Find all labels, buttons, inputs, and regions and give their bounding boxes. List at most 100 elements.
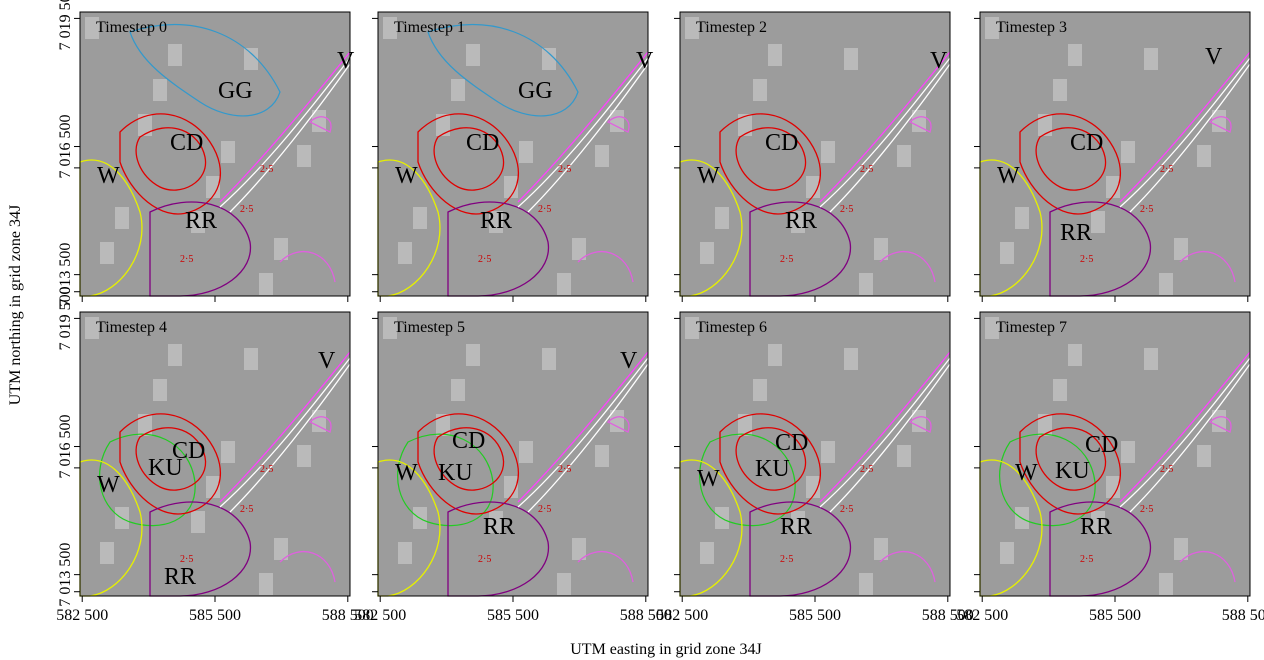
- terrain-patch: [610, 410, 624, 432]
- contour: [979, 159, 1043, 297]
- contour-label: 2·5: [180, 554, 193, 565]
- panel: Timestep 3 V CD W RR 2·5 2·5 2·5: [974, 11, 1251, 302]
- place-label: V: [636, 48, 654, 74]
- y-tick-label: 7 013 500: [57, 543, 74, 607]
- contour-label: 2·5: [538, 504, 551, 515]
- terrain-patch: [519, 441, 533, 463]
- terrain-patch: [985, 17, 999, 39]
- terrain-patch: [791, 211, 805, 233]
- x-tick-label: 582 500: [656, 607, 708, 624]
- x-tick-label: 582 500: [956, 607, 1008, 624]
- contour: [219, 351, 351, 503]
- place-label: V: [620, 348, 638, 374]
- x-tick-label: 588 500: [922, 607, 974, 624]
- panel-title: Timestep 5: [394, 319, 465, 336]
- contour: [1179, 116, 1236, 283]
- contour: [135, 127, 207, 191]
- terrain-patch: [221, 141, 235, 163]
- terrain-patch: [436, 414, 450, 436]
- contour: [1035, 127, 1107, 191]
- contour: [999, 433, 1096, 527]
- terrain-patch: [806, 176, 820, 198]
- terrain-patch: [413, 207, 427, 229]
- terrain-patch: [1000, 242, 1014, 264]
- contour: [1019, 113, 1121, 215]
- place-label: W: [997, 163, 1020, 189]
- terrain-patch: [85, 317, 99, 339]
- x-tick-label: 585 500: [487, 607, 539, 624]
- terrain-patch: [1174, 538, 1188, 560]
- terrain-patch: [221, 441, 235, 463]
- contour: [1049, 201, 1152, 297]
- contour: [679, 159, 743, 297]
- place-label: CD: [452, 428, 485, 454]
- contour: [517, 351, 649, 503]
- contour: [517, 57, 649, 213]
- terrain-patch: [685, 317, 699, 339]
- contour: [219, 57, 351, 213]
- panel: Timestep 1 GG V CD W RR 2·5 2·5 2·5: [372, 11, 654, 302]
- x-tick-label: 588 500: [1222, 607, 1264, 624]
- place-label: W: [97, 163, 120, 189]
- terrain-patch: [168, 44, 182, 66]
- terrain-patch: [1091, 211, 1105, 233]
- y-tick-label: 7 019 500: [57, 286, 74, 350]
- terrain-patch: [259, 573, 273, 595]
- terrain-patch: [85, 17, 99, 39]
- place-label: W: [395, 460, 418, 486]
- terrain-patch: [138, 414, 152, 436]
- contour-label: 2·5: [860, 164, 873, 175]
- terrain-patch: [398, 542, 412, 564]
- terrain-patch: [1197, 145, 1211, 167]
- contour: [749, 201, 852, 297]
- terrain-patch: [572, 238, 586, 260]
- x-axis-label: UTM easting in grid zone 34J: [570, 641, 762, 658]
- terrain-patch: [768, 44, 782, 66]
- terrain-patch: [572, 538, 586, 560]
- terrain-patch: [1000, 542, 1014, 564]
- terrain-patch: [297, 145, 311, 167]
- x-tick-label: 588 500: [322, 607, 374, 624]
- terrain-patch: [874, 238, 888, 260]
- y-axis-label: UTM northing in grid zone 34J: [7, 205, 24, 405]
- terrain-patch: [191, 511, 205, 533]
- contour: [447, 501, 550, 597]
- terrain-patch: [451, 79, 465, 101]
- terrain-patch: [451, 379, 465, 401]
- terrain-patch: [1106, 476, 1120, 498]
- contour: [879, 116, 936, 283]
- terrain-patch: [297, 445, 311, 467]
- contour-label: 2·5: [558, 464, 571, 475]
- terrain-patch: [700, 542, 714, 564]
- contour: [719, 413, 821, 515]
- contour-label: 2·5: [840, 504, 853, 515]
- contour: [577, 416, 634, 583]
- contour: [433, 427, 505, 491]
- contour-label: 2·5: [1140, 204, 1153, 215]
- terrain-patch: [274, 538, 288, 560]
- contour: [377, 159, 441, 297]
- y-tick-label: 7 019 500: [57, 0, 74, 50]
- place-label: GG: [518, 78, 553, 104]
- x-tick-label: 585 500: [189, 607, 241, 624]
- terrain-patch: [542, 48, 556, 70]
- y-tick-label: 7 016 500: [57, 415, 74, 479]
- contour: [879, 416, 936, 583]
- terrain-patch: [383, 17, 397, 39]
- panel: Timestep 5 V CD KU W RR 2·5 2·5 2·5 582 500 585 50…: [354, 311, 672, 624]
- contour-label: 2·5: [240, 204, 253, 215]
- terrain-patch: [1174, 238, 1188, 260]
- contour: [979, 459, 1043, 597]
- terrain-patch: [806, 476, 820, 498]
- contour: [749, 501, 852, 597]
- y-tick-label: 7 016 500: [57, 115, 74, 179]
- terrain-patch: [138, 114, 152, 136]
- contour: [79, 459, 143, 597]
- terrain-patch: [874, 538, 888, 560]
- place-label: W: [97, 472, 120, 498]
- terrain-patch: [557, 573, 571, 595]
- contour: [149, 501, 252, 597]
- terrain-patch: [100, 542, 114, 564]
- contour: [735, 427, 807, 491]
